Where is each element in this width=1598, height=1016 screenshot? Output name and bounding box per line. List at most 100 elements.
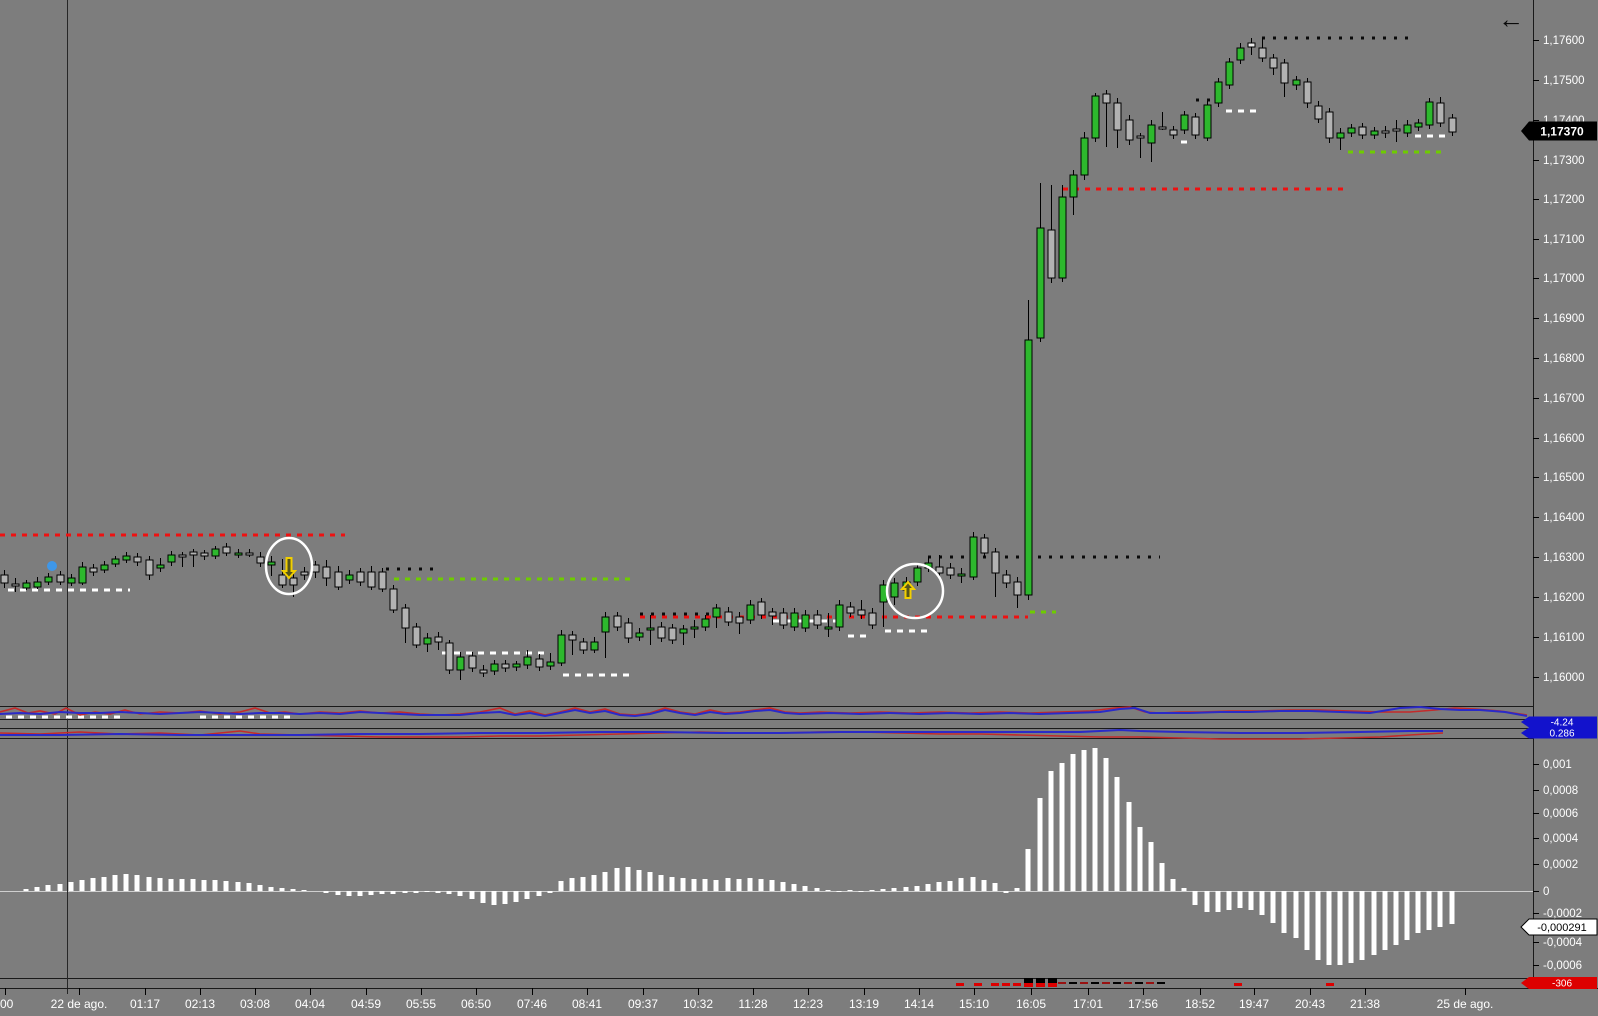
histogram-bar xyxy=(101,877,107,891)
histogram-bar xyxy=(1215,891,1221,912)
histogram-bar xyxy=(847,890,853,891)
time-axis[interactable]: :00 22 de ago. 01:17 02:13 03:08 04:04 04:59 05… xyxy=(0,988,1598,1011)
indicator-axis-label: 0,001 xyxy=(1543,759,1572,771)
oscillator-bottom-value-badge xyxy=(1521,727,1597,739)
price-axis-label: 1,17000 xyxy=(1543,273,1585,285)
candle-body xyxy=(801,614,810,629)
candle-body xyxy=(724,611,733,623)
candle-body xyxy=(300,571,309,576)
histogram-bar xyxy=(79,880,85,891)
time-axis-label: 22 de ago. xyxy=(51,997,108,1011)
price-axis-label: 1,16600 xyxy=(1543,433,1585,445)
histogram-bar xyxy=(1159,863,1165,891)
histogram-bar xyxy=(925,884,931,891)
oscillator-bottom-value-badge-text: 0.286 xyxy=(1549,729,1574,740)
time-axis-label: 03:08 xyxy=(240,997,270,1011)
histogram-bar xyxy=(1126,802,1132,891)
candle-body xyxy=(657,626,666,639)
time-axis-label: 21:38 xyxy=(1350,997,1380,1011)
candle-body xyxy=(100,564,109,571)
volume-red-mark xyxy=(1024,983,1033,987)
candle-body xyxy=(535,658,544,668)
volume-red-mark xyxy=(1048,983,1057,987)
candle-body xyxy=(256,556,265,564)
histogram-bar xyxy=(658,875,664,891)
candle-body xyxy=(412,626,421,646)
oscillator-top-blue-line xyxy=(0,705,1528,718)
histogram-bar xyxy=(1003,891,1009,893)
sell-arrow-icon xyxy=(280,557,298,580)
candle-body xyxy=(1069,174,1078,198)
histogram-bar xyxy=(23,889,29,891)
histogram-bar xyxy=(691,879,697,891)
candle-body xyxy=(167,554,176,563)
histogram-value-badge xyxy=(1520,918,1598,936)
volume-thin-mark xyxy=(1102,982,1110,984)
candle-body xyxy=(1091,95,1100,139)
candle-body xyxy=(1236,47,1245,61)
price-axis-label: 1,16000 xyxy=(1543,672,1585,684)
volume-thin-mark xyxy=(1135,982,1143,984)
histogram-bar xyxy=(246,883,252,891)
candle-body xyxy=(835,604,844,628)
time-axis-label: 15:10 xyxy=(959,997,989,1011)
current-price-badge-text: 1,17370 xyxy=(1540,124,1584,138)
volume-black-mark xyxy=(1024,978,1033,983)
candle-body xyxy=(679,628,688,634)
price-axis-label: 1,17300 xyxy=(1543,155,1585,167)
volume-value-badge xyxy=(1521,977,1597,989)
histogram-bar xyxy=(1337,891,1343,965)
candle-body xyxy=(568,634,577,641)
indicator-axis-label: 0,0006 xyxy=(1543,808,1578,820)
histogram-bar xyxy=(123,874,129,891)
histogram-bar xyxy=(1415,891,1421,933)
candle-body xyxy=(701,618,710,628)
time-axis-label: 02:13 xyxy=(185,997,215,1011)
candle-body xyxy=(211,548,220,557)
histogram-bar xyxy=(235,882,241,891)
histogram-bar xyxy=(469,891,475,899)
candle-body xyxy=(957,573,966,577)
time-axis-label: 06:50 xyxy=(461,997,491,1011)
time-axis-label: 17:56 xyxy=(1128,997,1158,1011)
candle-body xyxy=(1403,124,1412,134)
candle-body xyxy=(824,626,833,630)
scroll-left-arrow-icon[interactable]: ← xyxy=(1498,4,1524,34)
candle-body xyxy=(56,574,65,583)
candle-body xyxy=(1169,129,1178,136)
candle-body xyxy=(690,626,699,630)
candle-body xyxy=(1392,128,1401,132)
overlay-lines xyxy=(0,36,1446,719)
candle-body xyxy=(1347,127,1356,134)
candle-body xyxy=(33,581,42,588)
candle-body xyxy=(1280,62,1289,84)
candle-body xyxy=(156,564,165,569)
histogram-bar xyxy=(858,891,864,892)
candle-body xyxy=(345,574,354,581)
candle-body xyxy=(122,555,131,561)
volume-red-mark xyxy=(1036,983,1045,987)
candle-body xyxy=(523,656,532,666)
histogram-bar xyxy=(1237,891,1243,908)
histogram-bar xyxy=(1259,891,1265,915)
indicator-axis-label: -0,0004 xyxy=(1543,937,1583,949)
time-axis-label: 04:04 xyxy=(295,997,325,1011)
price-axis[interactable]: 1,176001,175001,174001,173001,172001,171… xyxy=(1533,35,1585,972)
candle-body xyxy=(267,561,276,566)
histogram-bar xyxy=(769,880,775,891)
candle-body xyxy=(1047,229,1056,279)
candle-body xyxy=(813,614,822,626)
candle-body xyxy=(946,567,955,576)
histogram-bar xyxy=(257,885,263,891)
time-axis-label: 08:41 xyxy=(572,997,602,1011)
histogram-bar xyxy=(758,879,764,891)
time-axis-label: 16:05 xyxy=(1016,997,1046,1011)
histogram-bar xyxy=(1281,891,1287,933)
histogram-bar xyxy=(869,890,875,891)
candle-body xyxy=(980,537,989,554)
histogram-bar xyxy=(914,886,920,891)
oscillator-bottom-blue-line xyxy=(0,728,1443,736)
macd-histogram xyxy=(23,748,1455,965)
histogram-bar xyxy=(368,891,374,895)
